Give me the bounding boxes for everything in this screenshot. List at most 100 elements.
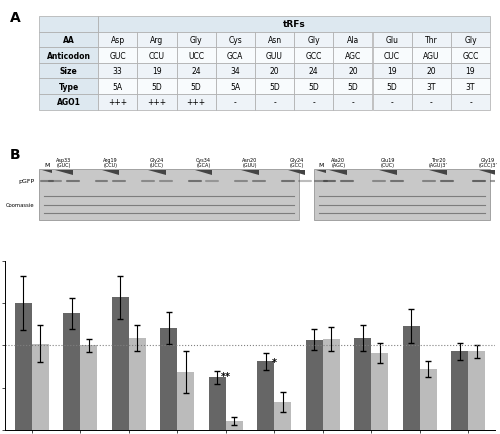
Bar [63,314,80,430]
Bar [138,33,176,48]
Bar [412,79,451,95]
Bar [255,48,294,64]
Polygon shape [194,171,212,175]
Bar [176,79,216,95]
Text: Gly: Gly [464,36,477,45]
Text: Asn20
(GUU): Asn20 (GUU) [242,158,258,168]
Bar [372,95,412,110]
Bar [451,79,490,95]
Bar [294,79,334,95]
Bar [451,95,490,110]
Text: GUC: GUC [110,51,126,60]
Bar [216,95,255,110]
Text: Thr: Thr [425,36,438,45]
Bar [112,298,128,430]
Bar [40,17,98,33]
Text: 33: 33 [113,67,122,76]
Text: 19: 19 [388,67,397,76]
Bar [451,48,490,64]
Bar [32,344,48,430]
Bar [40,170,299,220]
Bar [176,64,216,79]
Bar [372,79,412,95]
Bar [372,48,412,64]
Bar [255,64,294,79]
Bar [216,64,255,79]
Text: M: M [44,163,50,168]
Text: 34: 34 [230,67,240,76]
Text: tRFs: tRFs [282,20,306,29]
Bar [138,79,176,95]
Text: Arg: Arg [150,36,164,45]
Text: 5D: 5D [308,82,319,92]
Bar [372,33,412,48]
Polygon shape [148,171,166,175]
Bar [334,64,372,79]
Text: 5D: 5D [190,82,202,92]
Text: Glu19
(CUC): Glu19 (CUC) [381,158,395,168]
Text: *: * [272,358,277,368]
Bar [138,95,176,110]
Text: 5A: 5A [230,82,240,92]
Text: 20: 20 [348,67,358,76]
Bar [323,339,340,430]
Text: GCA: GCA [227,51,244,60]
Bar [98,17,490,33]
Bar [274,402,291,430]
Text: Gly24
(UCC): Gly24 (UCC) [150,158,164,168]
Bar [176,48,216,64]
Bar [40,33,98,48]
Bar [306,340,323,430]
Bar [334,95,372,110]
Polygon shape [288,171,306,175]
Text: A: A [10,11,20,25]
Bar [468,352,485,430]
Text: GUU: GUU [266,51,283,60]
Text: +++: +++ [108,98,128,107]
Text: Asp33
(GUC): Asp33 (GUC) [56,158,72,168]
Polygon shape [429,171,446,175]
Text: GCC: GCC [306,51,322,60]
Text: -: - [469,98,472,107]
Bar [412,48,451,64]
Bar [255,79,294,95]
Text: Gly: Gly [190,36,202,45]
Bar [294,33,334,48]
Bar [334,48,372,64]
Text: 5D: 5D [152,82,162,92]
Text: CUC: CUC [384,51,400,60]
Text: 5D: 5D [386,82,398,92]
Bar [128,338,146,430]
Text: AA: AA [63,36,74,45]
Text: 20: 20 [426,67,436,76]
Text: AGO1: AGO1 [57,98,80,107]
Text: +++: +++ [186,98,206,107]
Bar [258,362,274,430]
Bar [216,79,255,95]
Text: pGFP: pGFP [18,179,34,184]
Text: 3T: 3T [426,82,436,92]
Bar [452,352,468,430]
Text: -: - [430,98,432,107]
Polygon shape [330,171,347,175]
Polygon shape [379,171,397,175]
Text: Gly: Gly [308,36,320,45]
Text: Anticodon: Anticodon [46,51,90,60]
Bar [98,79,138,95]
Text: -: - [273,98,276,107]
Text: CCU: CCU [149,51,165,60]
Bar [412,95,451,110]
Text: Type: Type [58,82,79,92]
Bar [40,64,98,79]
Bar [176,33,216,48]
Text: **: ** [220,371,230,381]
Bar [177,372,194,430]
Bar [14,304,32,430]
Text: B: B [10,148,20,161]
Polygon shape [479,171,496,175]
Text: Coomassie: Coomassie [6,203,34,208]
Text: +++: +++ [148,98,167,107]
Bar [420,369,437,430]
Bar [98,48,138,64]
Bar [98,33,138,48]
